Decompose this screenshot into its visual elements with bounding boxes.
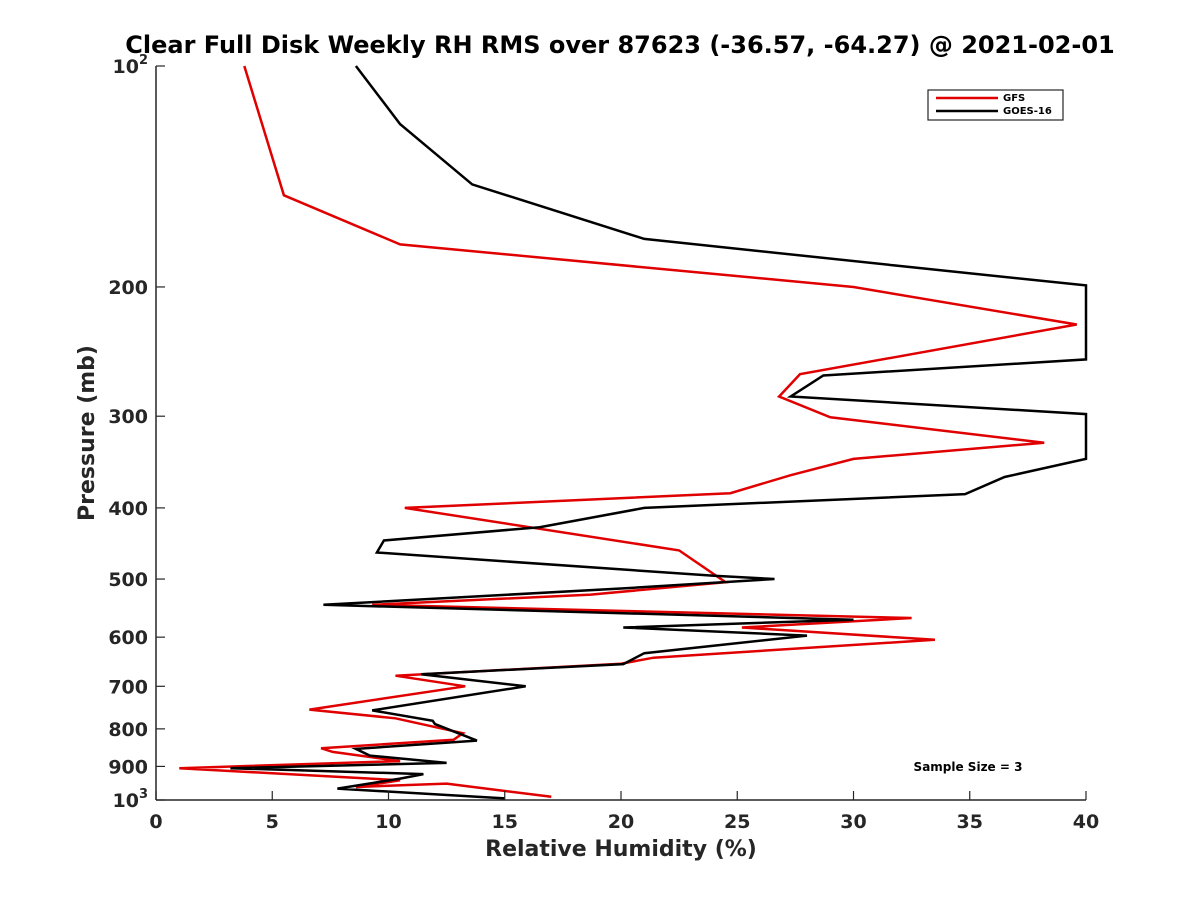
x-tick-label: 10 [375,811,401,833]
y-ticks: 102 200 300 400 500 600 700 800 900 103 [108,53,165,812]
series-line-goes-16 [230,65,1088,800]
series-line-gfs [179,65,1077,799]
legend-label-gfs: GFS [1003,93,1025,104]
y-tick-label: 300 [108,406,148,428]
y-tick-label: 102 [113,53,149,78]
y-tick-label: 103 [113,787,149,812]
y-tick-label: 400 [108,498,148,520]
x-ticks: 0 5 10 15 20 25 30 35 40 [149,791,1099,833]
plot-area: 0 5 10 15 20 25 30 35 40 102 200 300 400 500 600 700 80… [108,53,1099,833]
y-tick-label: 200 [108,277,148,299]
x-axis-label: Relative Humidity (%) [485,837,757,862]
y-tick-label: 600 [108,627,148,649]
y-tick-label: 900 [108,756,148,778]
y-axis-label: Pressure (mb) [75,345,100,521]
series-layer [179,65,1088,800]
legend: GFS GOES-16 [927,89,1064,121]
x-tick-label: 5 [266,811,279,833]
x-tick-label: 15 [492,811,518,833]
y-tick-label: 700 [108,676,148,698]
legend-box [927,89,1064,121]
x-tick-label: 30 [840,811,866,833]
x-tick-label: 0 [149,811,162,833]
legend-label-goes16: GOES-16 [1003,106,1052,117]
x-tick-label: 40 [1073,811,1099,833]
chart-title: Clear Full Disk Weekly RH RMS over 87623… [125,31,1114,59]
y-tick-label: 800 [108,719,148,741]
x-tick-label: 20 [608,811,634,833]
x-tick-label: 25 [724,811,750,833]
y-tick-label: 500 [108,569,148,591]
x-tick-label: 35 [957,811,983,833]
sample-size-annotation: Sample Size = 3 [914,760,1023,774]
